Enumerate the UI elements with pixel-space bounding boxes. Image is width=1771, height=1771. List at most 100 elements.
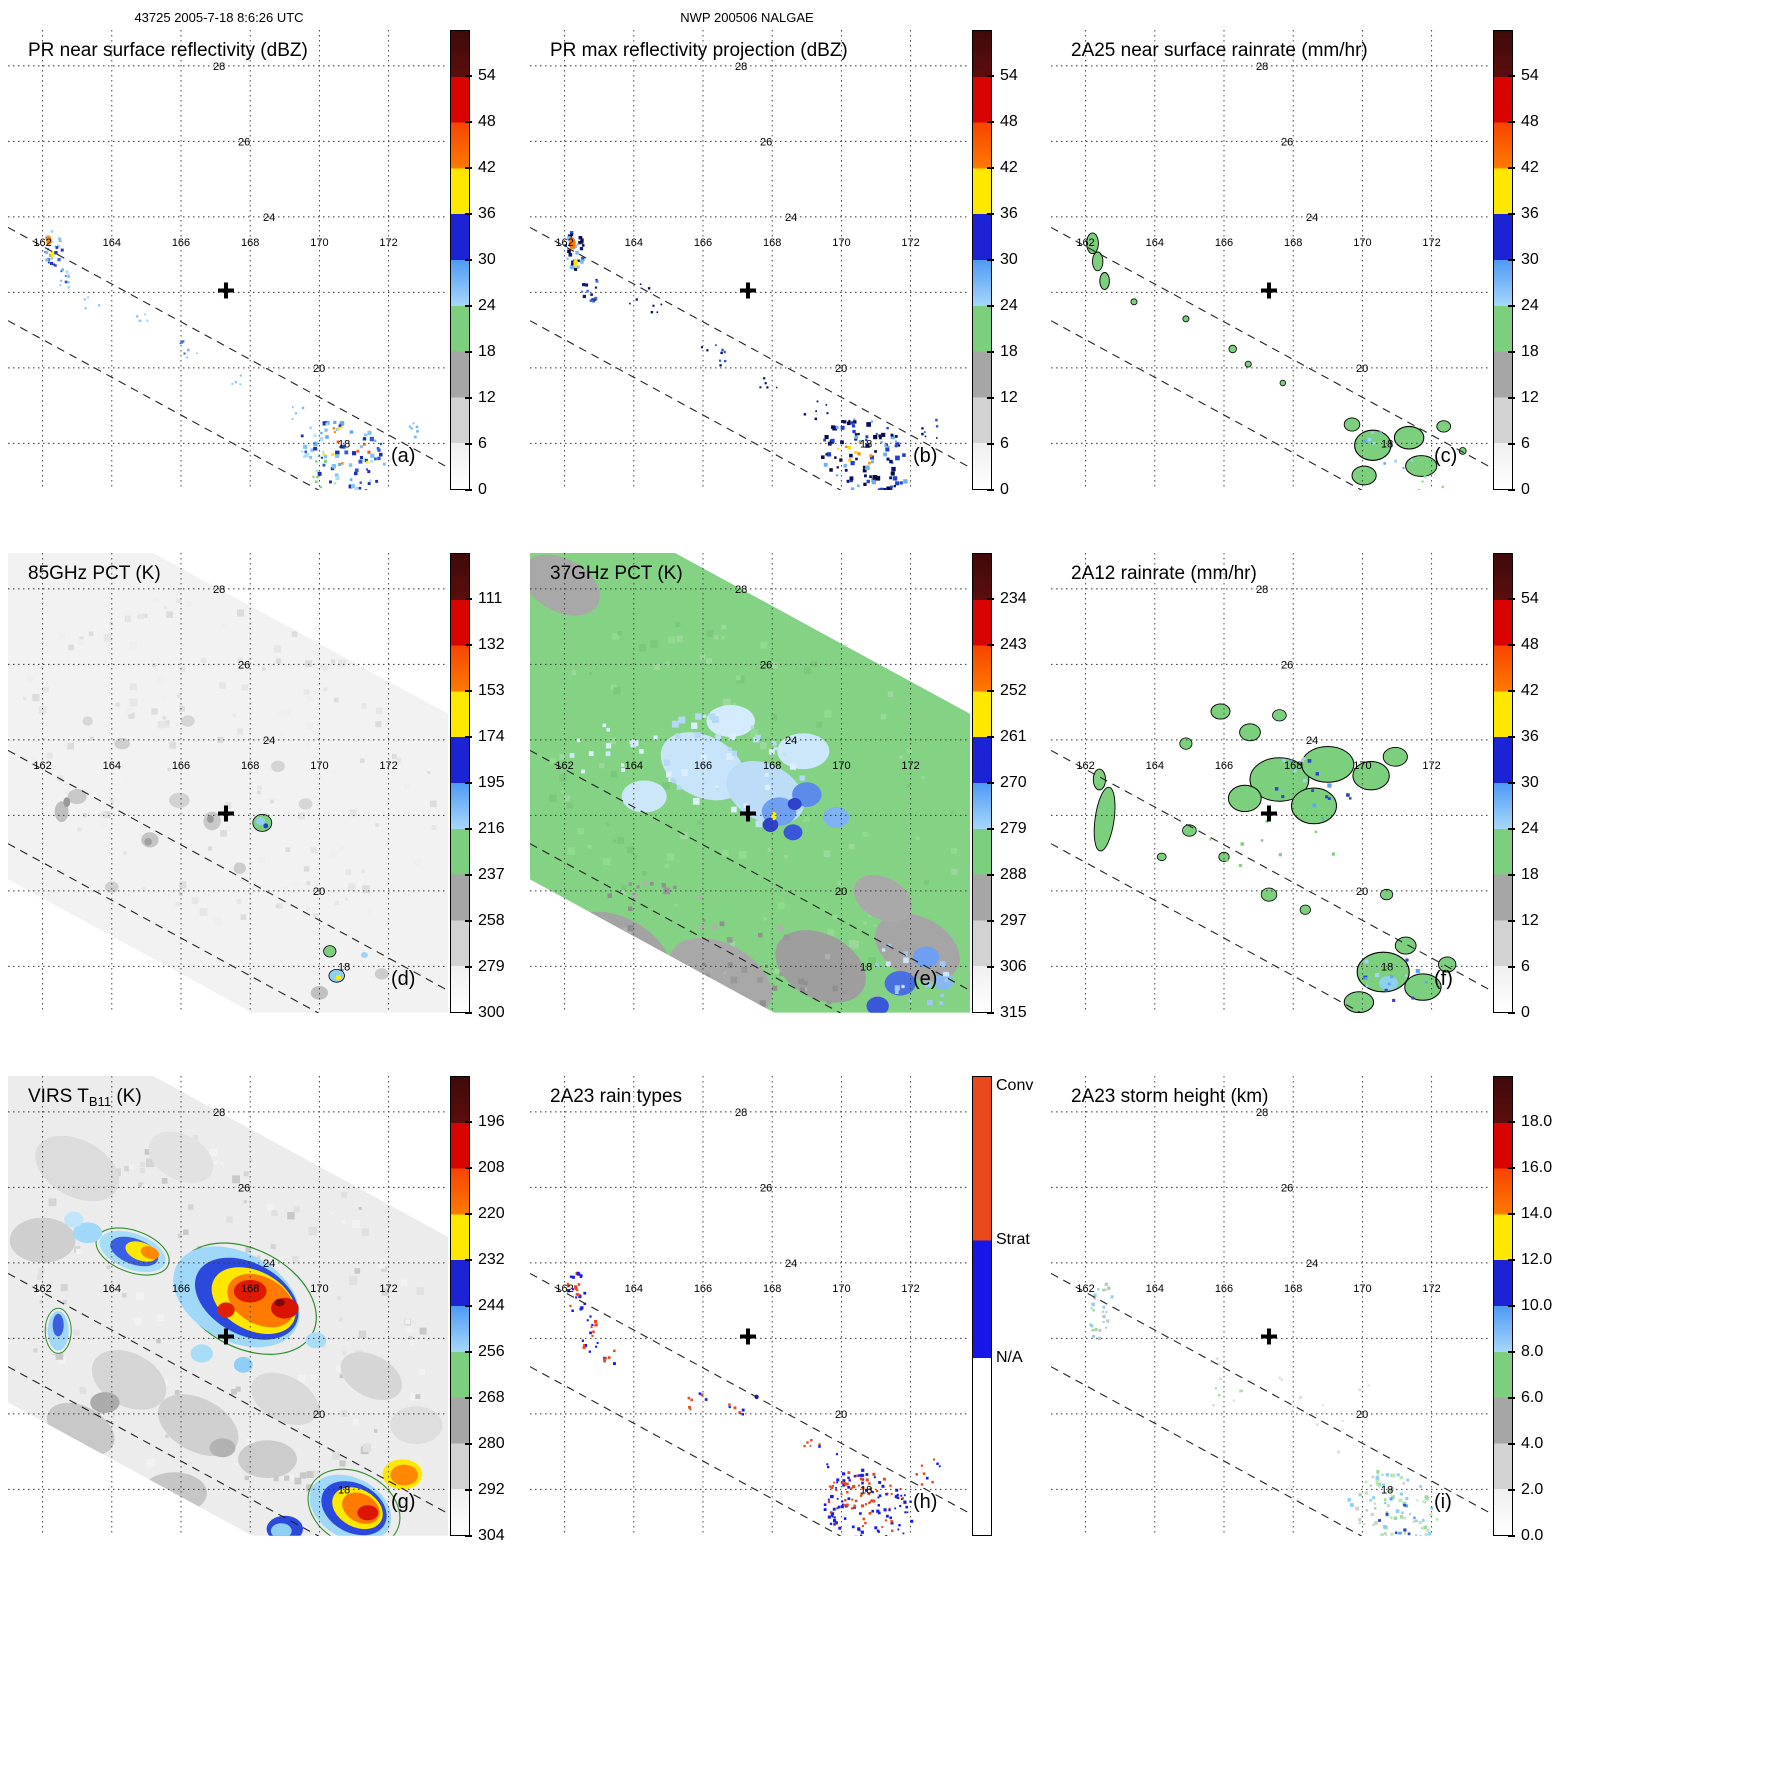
data-speckle bbox=[1240, 842, 1244, 846]
data-speckle bbox=[857, 1527, 861, 1531]
colorbar-tick-label: 132 bbox=[478, 636, 505, 653]
data-speckle bbox=[235, 1386, 241, 1392]
lon-label: 172 bbox=[379, 1283, 397, 1295]
data-speckle bbox=[361, 1228, 370, 1236]
data-speckle bbox=[831, 1512, 835, 1516]
data-speckle bbox=[429, 800, 437, 808]
data-blob bbox=[72, 1222, 103, 1244]
colorbar-tick-label: 54 bbox=[1000, 67, 1018, 84]
storm-center-cross bbox=[217, 1328, 234, 1345]
data-speckle bbox=[89, 736, 94, 741]
data-speckle bbox=[610, 771, 617, 778]
data-speckle bbox=[328, 850, 337, 859]
data-speckle bbox=[848, 940, 856, 947]
data-speckle bbox=[859, 1512, 862, 1515]
swath-edge-lines bbox=[1051, 226, 1491, 490]
data-speckle bbox=[319, 485, 322, 489]
lon-label: 162 bbox=[555, 237, 573, 249]
data-speckle bbox=[1385, 1534, 1388, 1536]
data-speckle bbox=[729, 941, 735, 947]
data-speckle bbox=[894, 440, 897, 443]
data-speckle bbox=[26, 675, 34, 683]
data-speckle bbox=[708, 713, 716, 720]
data-speckle bbox=[1240, 1389, 1243, 1393]
colorbar-tick-mark bbox=[1508, 1397, 1515, 1399]
data-speckle bbox=[294, 882, 299, 887]
data-speckle bbox=[367, 482, 371, 485]
data-speckle bbox=[330, 1211, 334, 1215]
data-speckle bbox=[354, 486, 359, 490]
data-speckle bbox=[705, 992, 709, 996]
data-speckle bbox=[32, 694, 40, 702]
colorbar-tick-label: 220 bbox=[478, 1205, 505, 1222]
data-speckle bbox=[898, 1524, 901, 1527]
colorbar-tick-label: 0 bbox=[1521, 481, 1530, 498]
data-blob bbox=[787, 798, 802, 810]
data-speckle bbox=[109, 622, 113, 626]
lon-label: 166 bbox=[1215, 760, 1233, 772]
data-speckle bbox=[841, 1503, 844, 1506]
data-speckle bbox=[843, 420, 847, 424]
colorbar-tick-label: 6 bbox=[478, 435, 487, 452]
data-blob bbox=[168, 792, 190, 808]
data-speckle bbox=[1311, 789, 1314, 792]
colorbar-tick-mark bbox=[465, 121, 472, 123]
data-speckle bbox=[846, 479, 850, 483]
data-speckle bbox=[220, 829, 227, 837]
data-blob bbox=[934, 973, 953, 990]
lat-label: 18 bbox=[860, 1484, 872, 1496]
data-speckle bbox=[628, 906, 633, 911]
data-speckle bbox=[1364, 977, 1368, 980]
data-speckle bbox=[348, 463, 353, 467]
data-speckle bbox=[46, 752, 53, 759]
data-speckle bbox=[660, 303, 663, 306]
data-speckle bbox=[875, 432, 878, 435]
data-speckle bbox=[400, 1278, 408, 1286]
data-speckle bbox=[837, 1505, 841, 1509]
colorbar-tick-label: 36 bbox=[1521, 205, 1539, 222]
data-speckle bbox=[1280, 1378, 1283, 1382]
data-speckle bbox=[157, 720, 166, 729]
data-speckle bbox=[861, 1504, 864, 1508]
data-speckle bbox=[152, 597, 159, 604]
data-speckle bbox=[162, 716, 166, 720]
data-speckle bbox=[60, 270, 63, 273]
data-speckle bbox=[727, 962, 733, 968]
panel-c: 162 164 166 168 170 172 28 26 24 20 18 2A25 near su… bbox=[1051, 30, 1571, 498]
data-speckle bbox=[284, 1475, 290, 1481]
colorbar-tick-mark bbox=[465, 644, 472, 646]
data-speckle bbox=[574, 267, 578, 271]
data-speckle bbox=[621, 768, 626, 772]
data-speckle bbox=[848, 419, 851, 422]
data-speckle bbox=[836, 1507, 839, 1510]
data-speckle bbox=[882, 948, 886, 952]
data-speckle bbox=[571, 1275, 575, 1279]
data-speckle bbox=[167, 767, 171, 772]
data-speckle bbox=[902, 1532, 905, 1535]
data-speckle bbox=[635, 766, 639, 771]
data-speckle bbox=[309, 426, 312, 430]
data-speckle bbox=[381, 1288, 389, 1296]
data-speckle bbox=[613, 687, 621, 695]
data-speckle bbox=[666, 853, 675, 861]
colorbar-tick-mark bbox=[465, 1259, 472, 1261]
data-speckle bbox=[176, 597, 182, 604]
colorbar-tick-mark bbox=[465, 259, 472, 261]
data-speckle bbox=[903, 479, 908, 484]
data-blob bbox=[1228, 344, 1237, 354]
colorbar-tick-mark bbox=[1508, 644, 1515, 646]
data-speckle bbox=[379, 442, 383, 446]
data-speckle bbox=[771, 713, 778, 721]
data-speckle bbox=[284, 709, 291, 717]
data-speckle bbox=[1325, 795, 1329, 799]
data-speckle bbox=[675, 621, 681, 627]
data-speckle bbox=[868, 1502, 871, 1504]
data-speckle bbox=[862, 1517, 866, 1521]
data-speckle bbox=[771, 740, 777, 746]
data-speckle bbox=[846, 1491, 849, 1494]
data-speckle bbox=[1260, 839, 1264, 842]
lon-label: 164 bbox=[625, 1283, 643, 1295]
data-speckle bbox=[852, 418, 856, 422]
data-speckle bbox=[871, 1490, 874, 1494]
data-speckle bbox=[728, 1405, 731, 1409]
